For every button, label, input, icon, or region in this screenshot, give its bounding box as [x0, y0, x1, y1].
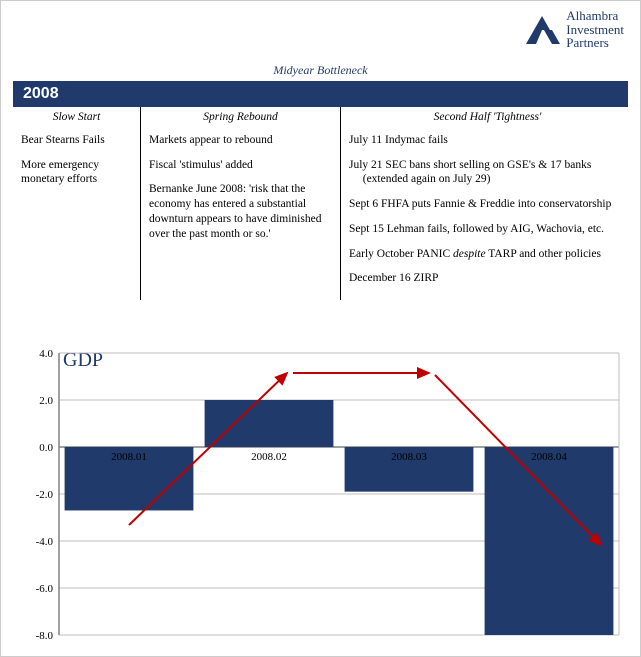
col3-item: July 21 SEC bans short selling on GSE's …	[349, 158, 626, 187]
chart-canvas: 4.0 2.0 0.0 -2.0 -4.0 -6.0 -8.0 2008.01 2008.02 2…	[19, 343, 623, 643]
col3-item: Sept 15 Lehman fails, followed by AIG, W…	[349, 222, 626, 237]
col3-item-text: TARP and other policies	[486, 248, 601, 260]
col1-item: More emergency monetary efforts	[21, 158, 132, 187]
svg-text:2.0: 2.0	[39, 395, 53, 407]
col1-header: Slow Start	[21, 111, 132, 123]
svg-text:-6.0: -6.0	[36, 583, 54, 595]
brand-line1: Alhambra	[566, 9, 624, 23]
col3-item-text: (extended again on July 29)	[363, 173, 491, 185]
gdp-chart: GDP 4.02.00.0-2.0-4.0-6.0-8.02008.012008…	[19, 343, 623, 643]
col3-header: Second Half 'Tightness'	[349, 111, 626, 123]
year-header: 2008	[13, 81, 628, 107]
col3-item: Sept 6 FHFA puts Fannie & Freddie into c…	[349, 197, 626, 212]
brand-line2: Investment	[566, 23, 624, 37]
col3-item-text: July 21 SEC bans short selling on GSE's …	[349, 159, 591, 171]
svg-text:-8.0: -8.0	[36, 630, 54, 642]
col3-item: July 11 Indymac fails	[349, 133, 626, 148]
svg-text:2008.04: 2008.04	[531, 451, 567, 463]
column-slow-start: Slow Start Bear Stearns Fails More emerg…	[13, 107, 141, 300]
svg-text:4.0: 4.0	[39, 348, 53, 360]
column-spring-rebound: Spring Rebound Markets appear to rebound…	[141, 107, 341, 300]
timeline-columns: Slow Start Bear Stearns Fails More emerg…	[13, 107, 634, 300]
col1-item: Bear Stearns Fails	[21, 133, 132, 148]
col3-item: December 16 ZIRP	[349, 271, 626, 286]
svg-text:2008.03: 2008.03	[391, 451, 427, 463]
col2-item: Markets appear to rebound	[149, 133, 332, 148]
column-second-half: Second Half 'Tightness' July 11 Indymac …	[341, 107, 634, 300]
svg-text:-2.0: -2.0	[36, 489, 54, 501]
col3-item-text: Early October PANIC	[349, 248, 453, 260]
col2-item: Bernanke June 2008: 'risk that the econo…	[149, 182, 332, 241]
col2-item: Fiscal 'stimulus' added	[149, 158, 332, 173]
svg-text:2008.01: 2008.01	[111, 451, 147, 463]
brand-mark-icon	[522, 10, 562, 48]
col3-item-emph: despite	[453, 248, 486, 260]
page-subtitle: Midyear Bottleneck	[1, 63, 640, 78]
svg-text:-4.0: -4.0	[36, 536, 54, 548]
brand-line3: Partners	[566, 36, 624, 50]
brand-text: Alhambra Investment Partners	[566, 9, 624, 50]
svg-text:0.0: 0.0	[39, 442, 53, 454]
svg-text:2008.02: 2008.02	[251, 451, 287, 463]
col2-header: Spring Rebound	[149, 111, 332, 123]
col3-item: Early October PANIC despite TARP and oth…	[349, 247, 626, 262]
brand-logo: Alhambra Investment Partners	[522, 9, 624, 50]
